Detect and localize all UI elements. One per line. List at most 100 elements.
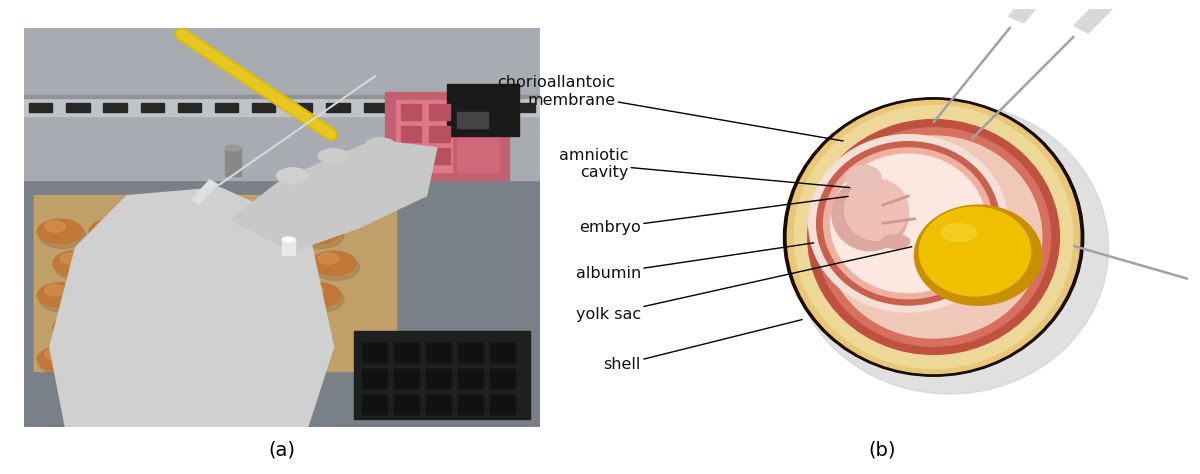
Bar [282,239,295,255]
Bar [364,103,386,112]
Bar [362,395,386,414]
Polygon shape [1074,0,1114,33]
Bar [362,343,386,362]
Ellipse shape [846,165,881,191]
Ellipse shape [89,283,134,308]
Ellipse shape [143,350,190,376]
Bar [426,343,451,362]
Bar [457,100,499,172]
Ellipse shape [104,315,150,339]
Bar [29,103,53,112]
Ellipse shape [112,253,132,264]
Ellipse shape [40,223,86,248]
Ellipse shape [295,283,341,308]
Bar [326,103,349,112]
Ellipse shape [246,286,293,312]
Ellipse shape [37,283,83,308]
Polygon shape [1099,0,1128,7]
Ellipse shape [55,318,101,344]
Ellipse shape [215,253,235,264]
Ellipse shape [148,348,168,360]
Bar [394,395,419,414]
Ellipse shape [44,348,65,360]
Ellipse shape [266,253,287,264]
Ellipse shape [318,149,349,163]
Ellipse shape [96,348,116,360]
Ellipse shape [816,128,1051,346]
Bar [401,104,421,120]
Bar [401,126,421,142]
Ellipse shape [156,315,202,339]
Ellipse shape [96,221,116,232]
Text: embryo: embryo [580,196,848,236]
Ellipse shape [89,346,134,371]
Ellipse shape [787,100,1080,374]
Bar [178,103,200,112]
Bar [401,148,421,164]
Ellipse shape [318,253,338,264]
Ellipse shape [96,285,116,296]
Ellipse shape [832,178,908,251]
Ellipse shape [298,286,344,312]
Ellipse shape [60,317,80,328]
Ellipse shape [192,283,238,308]
Ellipse shape [262,318,307,344]
Bar [24,28,540,180]
Ellipse shape [158,318,205,344]
Ellipse shape [302,221,323,232]
Bar [24,95,540,98]
Ellipse shape [60,253,80,264]
Ellipse shape [192,346,238,371]
Bar [490,369,515,388]
Ellipse shape [298,223,344,248]
Ellipse shape [44,285,65,296]
Ellipse shape [107,318,154,344]
Ellipse shape [107,255,154,280]
Ellipse shape [148,285,168,296]
Ellipse shape [104,251,150,276]
Ellipse shape [55,255,101,280]
Ellipse shape [809,135,1008,312]
Ellipse shape [91,350,138,376]
Ellipse shape [192,219,238,244]
Ellipse shape [919,207,1031,296]
Bar [385,92,509,180]
Ellipse shape [194,350,241,376]
Ellipse shape [199,285,220,296]
Ellipse shape [40,286,86,312]
Bar [426,395,451,414]
Ellipse shape [794,106,1073,368]
Ellipse shape [210,255,257,280]
Bar [215,103,238,112]
Ellipse shape [208,315,253,339]
Ellipse shape [302,285,323,296]
Ellipse shape [194,223,241,248]
Ellipse shape [791,103,1109,394]
Ellipse shape [112,317,132,328]
Polygon shape [1008,0,1046,23]
Bar [490,343,515,362]
Ellipse shape [313,255,360,280]
Bar [354,331,529,419]
Text: shell: shell [604,319,802,372]
Ellipse shape [89,219,134,244]
Ellipse shape [277,168,307,184]
Bar [475,103,498,112]
Ellipse shape [246,223,293,248]
Bar [226,148,241,176]
Ellipse shape [311,251,356,276]
Bar [458,369,482,388]
Bar [401,103,424,112]
Ellipse shape [366,138,395,150]
Ellipse shape [251,221,271,232]
Ellipse shape [140,283,186,308]
Ellipse shape [784,98,1084,376]
FancyArrowPatch shape [181,34,331,135]
Bar [394,343,419,362]
Bar [430,104,450,120]
Text: (b): (b) [869,441,895,460]
Bar [103,103,127,112]
Ellipse shape [823,148,992,299]
Ellipse shape [53,251,98,276]
Ellipse shape [259,251,305,276]
